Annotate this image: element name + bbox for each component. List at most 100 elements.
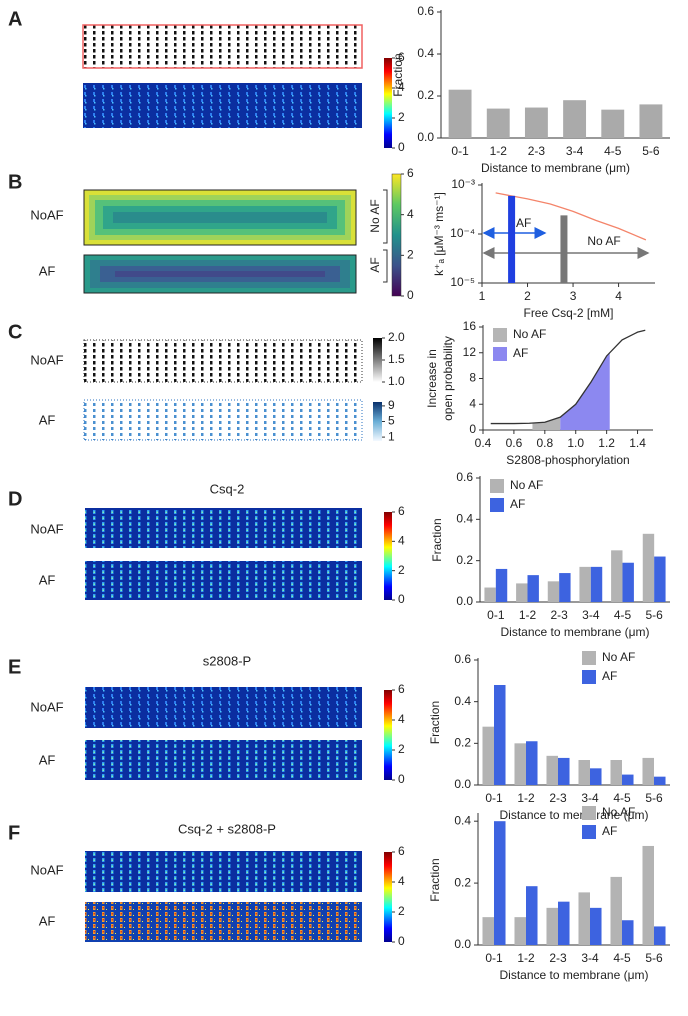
x-tick-label: 1-2 [517,951,535,965]
bar [654,926,666,945]
row-label: AF [39,913,56,928]
y-tick-label: 16 [463,319,477,333]
bar [611,550,623,602]
colorbar-tick-label: 2 [398,110,405,124]
bar [578,892,590,945]
bar [495,568,508,602]
colorbar-tick-label: 2 [407,248,414,262]
row-label: AF [39,412,56,427]
y-axis-label: Fraction [391,53,405,96]
legend-swatch [493,328,507,342]
bracket [383,249,388,283]
x-axis-label: S2808-phosphorylation [506,453,629,467]
colorbar-tick-label: 2 [398,904,405,918]
bar [484,587,496,602]
bar [560,215,568,283]
colorbar-tick-label: 4 [398,534,405,548]
bar [526,741,538,785]
y-tick-label: 0.2 [417,88,434,102]
bar [639,104,663,138]
colorbar-tick-label: 6 [398,844,405,858]
panel-label: F [8,822,20,844]
bar [601,109,625,138]
bar [516,583,528,602]
bar [486,108,510,138]
image [85,740,362,780]
x-tick-label: 2 [524,289,531,303]
y-tick-label: 0.0 [417,130,434,144]
x-tick-label: 2-3 [528,144,546,158]
y-tick-label: 4 [469,396,476,410]
line [490,329,646,425]
x-tick-label: 4-5 [614,608,632,622]
bar [622,774,634,785]
bracket [383,189,388,244]
colorbar-tick-label: 4 [398,80,405,94]
y-tick-label: 0 [469,422,476,436]
image [85,508,362,548]
bar [546,907,558,945]
row-label: NoAF [30,207,63,222]
x-tick-label: 0-1 [451,144,469,158]
bar [590,566,603,602]
colorbar-tick-label: 1 [388,429,395,443]
x-tick-label: 4-5 [613,791,631,805]
legend-swatch [582,670,596,684]
x-tick-label: 0.4 [475,436,492,450]
y-axis-label: Increase in [425,349,439,408]
image [83,399,363,441]
x-tick-label: 5-6 [645,791,663,805]
bar [494,821,506,945]
y-tick-label: 0.6 [417,4,434,18]
legend-label: No AF [602,805,635,819]
bar [622,562,634,602]
y-tick-label: 8 [469,371,476,385]
colorbar [373,402,382,441]
x-tick-label: 1-2 [519,608,537,622]
y-tick-label: 10⁻³ [451,177,475,191]
panel-title: Csq-2 [210,481,245,496]
bar [558,757,570,785]
bar [578,760,590,785]
x-tick-label: 5-6 [642,144,660,158]
x-tick-label: 5-6 [645,608,663,622]
bar [508,195,516,283]
x-axis-label: Distance to membrane (μm) [500,808,649,822]
legend-label: No AF [510,478,543,492]
legend-swatch [490,479,504,493]
legend-swatch [493,347,507,361]
legend-swatch [582,806,596,820]
bar [654,556,666,602]
image [85,851,362,892]
x-tick-label: 1-2 [517,791,535,805]
image [85,687,362,728]
legend-label: AF [510,497,525,511]
colorbar-tick-label: 1.0 [388,374,405,388]
image [85,902,362,942]
x-tick-label: 3-4 [581,951,599,965]
panel-title: Csq-2 + s2808-P [178,821,276,836]
bar [590,768,602,785]
bracket-label: AF [368,257,382,272]
x-axis-label: Distance to membrane (μm) [501,625,650,639]
colorbar-tick-label: 9 [388,398,395,412]
bar [579,566,591,602]
y-tick-label: 0.4 [456,512,473,526]
colorbar-tick-label: 4 [398,874,405,888]
bar [559,573,571,602]
x-tick-label: 3-4 [581,791,599,805]
x-tick-label: 5-6 [645,951,663,965]
bar [524,107,548,138]
bar [547,581,560,602]
row-label: AF [39,263,56,278]
x-tick-label: 2-3 [549,951,567,965]
colorbar [373,338,382,382]
bar [482,726,494,785]
image [83,189,357,246]
x-tick-label: 2-3 [549,791,567,805]
bar [642,845,654,945]
x-axis-label: Distance to membrane (μm) [500,968,649,982]
y-axis-label: open probability [441,336,455,421]
colorbar-tick-label: 0 [407,288,414,302]
x-tick-label: 0.6 [506,436,523,450]
